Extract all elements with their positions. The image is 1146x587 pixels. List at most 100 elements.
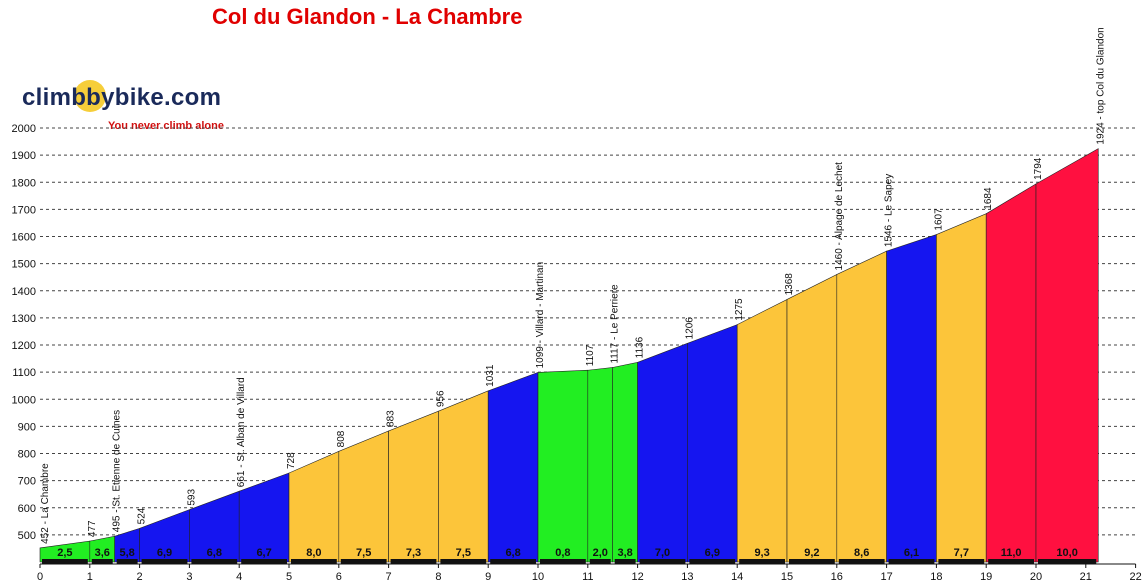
point-elevation-label: 1099 - Villard - Martinan xyxy=(535,262,546,369)
profile-segment xyxy=(886,234,937,563)
x-tick-label: 7 xyxy=(386,571,392,583)
segment-grade-label: 6,1 xyxy=(904,547,919,559)
x-tick-label: 3 xyxy=(186,571,192,583)
profile-segment xyxy=(687,324,738,563)
point-elevation-label: 524 xyxy=(137,507,148,524)
y-tick-label: 2000 xyxy=(12,123,36,135)
point-elevation-label: 883 xyxy=(386,410,397,427)
point-elevation-label: 1206 xyxy=(684,317,695,340)
x-tick-label: 21 xyxy=(1080,571,1092,583)
segment-grade-label: 10,0 xyxy=(1056,547,1077,559)
distance-band xyxy=(91,559,113,564)
x-tick-label: 16 xyxy=(831,571,843,583)
distance-band xyxy=(191,559,238,564)
x-tick-label: 11 xyxy=(582,571,593,583)
distance-band xyxy=(291,559,337,564)
brand-tagline: You never climb alone xyxy=(108,120,224,132)
segment-grade-label: 7,0 xyxy=(655,547,670,559)
distance-band xyxy=(838,559,885,564)
y-tick-label: 1300 xyxy=(12,313,36,325)
segment-grade-label: 6,8 xyxy=(207,547,222,559)
segment-grade-label: 7,3 xyxy=(406,547,421,559)
axes: 5006007008009001000110012001300140015001… xyxy=(12,123,1142,583)
segment-grade-label: 9,2 xyxy=(804,547,819,559)
profile-segment xyxy=(587,367,613,563)
profile-segment xyxy=(637,342,688,563)
x-tick-label: 5 xyxy=(286,571,292,583)
segment-grade-label: 0,8 xyxy=(555,547,570,559)
profile-segment xyxy=(736,298,788,563)
distance-band xyxy=(689,559,736,564)
x-tick-label: 1 xyxy=(87,571,93,583)
point-elevation-label: 1546 - Le Sapey xyxy=(884,174,895,247)
y-tick-label: 1900 xyxy=(12,150,36,162)
x-tick-label: 10 xyxy=(532,571,544,583)
y-tick-label: 1400 xyxy=(12,286,36,298)
x-tick-label: 15 xyxy=(781,571,793,583)
segment-grade-label: 6,9 xyxy=(705,547,720,559)
point-elevation-label: 1031 xyxy=(485,364,496,387)
point-elevation-label: 1117 - Le Perriere xyxy=(610,284,621,364)
distance-band xyxy=(589,559,611,564)
segment-grade-label: 2,0 xyxy=(593,547,608,559)
distance-band xyxy=(390,559,437,564)
segment-grade-label: 6,7 xyxy=(256,547,271,559)
brand-name: climbbybike.com xyxy=(22,84,222,111)
point-elevation-label: 1275 xyxy=(734,298,745,321)
chart-title: Col du Glandon - La Chambre xyxy=(212,4,523,29)
distance-band xyxy=(340,559,387,564)
x-tick-label: 4 xyxy=(236,571,242,583)
distance-band xyxy=(116,559,138,564)
distance-band xyxy=(141,559,188,564)
segment-grade-label: 8,6 xyxy=(854,547,869,559)
x-tick-label: 22 xyxy=(1129,571,1141,583)
point-elevation-label: 661 - St. Alban de Villard xyxy=(236,377,247,487)
distance-band xyxy=(938,559,985,564)
point-elevation-label: 956 xyxy=(435,390,446,407)
profile-segment xyxy=(1035,148,1099,563)
y-tick-label: 1600 xyxy=(12,232,36,244)
distance-band xyxy=(490,559,536,564)
y-tick-label: 1700 xyxy=(12,204,36,216)
y-tick-label: 1200 xyxy=(12,340,36,352)
x-tick-label: 13 xyxy=(681,571,693,583)
segment-grade-label: 7,5 xyxy=(356,547,371,559)
point-elevation-label: 477 xyxy=(87,520,98,537)
x-tick-label: 20 xyxy=(1030,571,1042,583)
profile-segment xyxy=(612,361,638,563)
profile-segment xyxy=(836,250,887,563)
segment-grade-label: 7,7 xyxy=(954,547,969,559)
y-tick-label: 600 xyxy=(18,503,36,515)
segment-grade-label: 6,8 xyxy=(505,547,520,559)
distance-band xyxy=(540,559,586,564)
profile-segment xyxy=(487,371,539,563)
distance-band xyxy=(888,559,935,564)
distance-band xyxy=(614,559,636,564)
x-tick-label: 18 xyxy=(930,571,942,583)
point-elevation-label: 1107 xyxy=(585,344,596,366)
cyclist-logo-icon xyxy=(74,80,106,112)
profile-segments: 2,5 3,6 5,8 6,9 6,8 6,7 8,0 7,5 7,3 7,5 6,8 0,8 2,0 3… xyxy=(39,148,1099,564)
segment-grade-label: 3,6 xyxy=(95,547,110,559)
y-tick-label: 1500 xyxy=(12,259,36,271)
point-elevation-label: 452 - La Chambre xyxy=(40,463,51,544)
distance-band xyxy=(42,559,88,564)
y-tick-label: 1100 xyxy=(12,367,36,379)
point-labels: 452 - La Chambre 477 495 - St. Etienne de … xyxy=(40,27,1106,544)
x-tick-label: 8 xyxy=(435,571,441,583)
distance-band xyxy=(1038,559,1097,564)
x-tick-label: 0 xyxy=(37,571,43,583)
point-elevation-label: 808 xyxy=(336,430,347,447)
segment-grade-label: 7,5 xyxy=(456,547,471,559)
distance-band xyxy=(988,559,1034,564)
x-tick-label: 6 xyxy=(336,571,342,583)
distance-band xyxy=(241,559,287,564)
profile-segment xyxy=(338,430,389,563)
y-tick-label: 700 xyxy=(18,476,36,488)
profile-segment xyxy=(537,369,589,563)
profile-segment xyxy=(985,183,1037,563)
point-elevation-label: 1607 xyxy=(933,208,944,231)
profile-segment xyxy=(786,273,838,563)
x-tick-label: 12 xyxy=(631,571,643,583)
